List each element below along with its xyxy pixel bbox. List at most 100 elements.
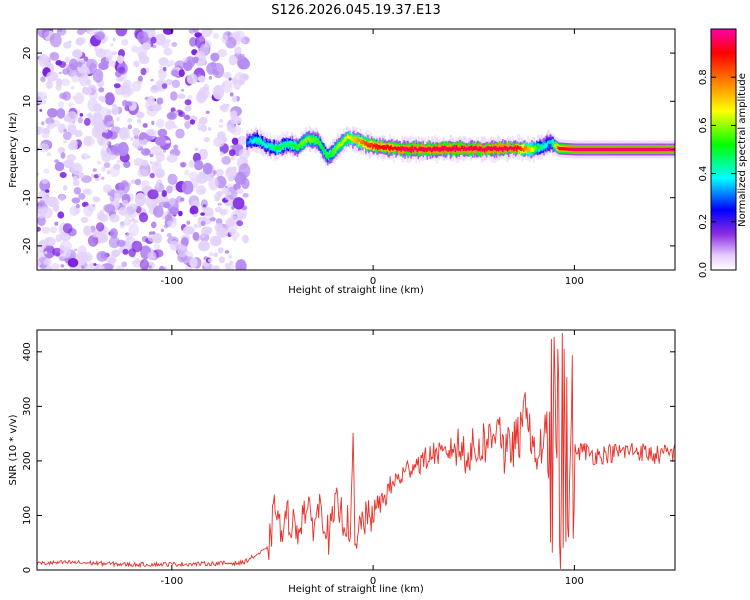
noise-blob xyxy=(228,254,233,259)
noise-blob xyxy=(242,158,246,162)
noise-blob xyxy=(200,212,205,216)
noise-blob xyxy=(80,265,85,270)
ridge-cell xyxy=(434,146,437,152)
ridge-cell xyxy=(560,147,562,151)
ridge-cell xyxy=(284,143,287,148)
noise-blob xyxy=(95,222,105,232)
ridge-cell xyxy=(521,144,523,151)
ridge-cell xyxy=(669,147,671,152)
noise-blob xyxy=(113,163,121,170)
noise-blob xyxy=(77,117,83,124)
noise-blob xyxy=(153,205,164,218)
snr-panel: -100 0 100 0 100 200 300 400 Height of straigh… xyxy=(8,329,676,595)
noise-blob xyxy=(230,156,236,161)
noise-blob xyxy=(212,85,225,100)
ridge-cell xyxy=(459,148,462,152)
ridge-cell xyxy=(303,138,306,142)
spectrogram-y-ticks: -20 -10 0 10 20 xyxy=(22,47,675,254)
noise-blob xyxy=(188,171,199,180)
ridge-cell xyxy=(264,139,266,148)
noise-blob xyxy=(198,36,205,42)
ridge-cell xyxy=(366,141,368,147)
ridge-cell xyxy=(377,145,379,151)
ridge-cell xyxy=(359,138,361,142)
noise-blob xyxy=(104,92,115,106)
ridge-cell xyxy=(358,138,360,142)
ridge-cell xyxy=(599,147,602,152)
noise-blob xyxy=(68,40,72,44)
noise-blob xyxy=(199,43,210,57)
noise-blob xyxy=(144,148,150,155)
noise-blob xyxy=(198,187,207,194)
ridge-cell xyxy=(617,147,620,152)
noise-blob xyxy=(166,233,172,238)
ridge-cell xyxy=(486,145,489,151)
ridge-cell xyxy=(477,147,480,152)
noise-blob xyxy=(186,220,191,225)
noise-blob xyxy=(158,65,162,69)
ridge-cell xyxy=(564,147,566,151)
noise-blob xyxy=(46,196,59,207)
ridge-cell xyxy=(620,147,623,152)
noise-blob xyxy=(189,119,196,125)
noise-blob xyxy=(45,81,53,89)
ridge-cell xyxy=(559,147,561,151)
ridge-cell xyxy=(405,146,407,150)
ridge-cell xyxy=(506,142,509,151)
ridge-cell xyxy=(274,143,277,150)
ridge-cell xyxy=(269,143,272,148)
ridge-cell xyxy=(401,146,403,151)
noise-blob xyxy=(40,76,46,83)
noise-blob xyxy=(111,249,120,258)
noise-blob xyxy=(116,55,124,64)
ridge-cell xyxy=(251,140,253,144)
ridge-cell xyxy=(373,144,375,147)
noise-blob xyxy=(72,96,76,100)
ridge-cell xyxy=(410,148,412,153)
ridge-cell xyxy=(438,148,441,152)
ridge-cell xyxy=(333,148,336,153)
ridge-cell xyxy=(352,137,354,142)
noise-blob xyxy=(239,73,249,82)
ridge-cell xyxy=(638,147,641,152)
noise-blob xyxy=(225,196,230,201)
ridge-cell xyxy=(400,147,402,152)
noise-blob xyxy=(121,261,128,268)
ridge-cell xyxy=(647,147,650,152)
snr-y-label: SNR (10 * v/v) xyxy=(8,414,19,485)
noise-blob xyxy=(166,111,177,120)
noise-blob xyxy=(46,152,52,157)
noise-blob xyxy=(83,66,91,76)
ridge-cell xyxy=(467,146,470,151)
noise-blob xyxy=(150,221,157,229)
ridge-cell xyxy=(409,147,411,151)
ridge-cell xyxy=(313,137,316,142)
noise-blob xyxy=(38,200,46,208)
ridge-cell xyxy=(421,147,423,151)
ridge-cell xyxy=(380,145,382,149)
noise-blob xyxy=(56,108,66,119)
x-tick-label: -100 xyxy=(160,276,183,287)
ridge-cell xyxy=(498,146,501,150)
noise-blob xyxy=(204,263,215,270)
ridge-cell xyxy=(381,146,383,149)
ridge-cell xyxy=(529,147,531,150)
ridge-cell xyxy=(584,147,586,152)
noise-blob xyxy=(67,258,79,268)
ridge-cell xyxy=(601,147,604,152)
noise-blob xyxy=(224,250,230,254)
noise-blob xyxy=(132,139,145,149)
noise-blob xyxy=(63,267,68,270)
noise-blob xyxy=(93,174,100,179)
noise-blob xyxy=(83,135,92,147)
ridge-cell xyxy=(383,145,385,150)
ridge-cell xyxy=(509,146,511,150)
noise-blob xyxy=(161,83,168,89)
ridge-cell xyxy=(317,140,320,145)
noise-blob xyxy=(121,180,128,188)
ridge-cell xyxy=(552,143,554,147)
noise-blob xyxy=(83,56,89,62)
ridge-cell xyxy=(487,146,490,150)
noise-blob xyxy=(147,189,159,200)
ridge-cell xyxy=(252,139,254,144)
